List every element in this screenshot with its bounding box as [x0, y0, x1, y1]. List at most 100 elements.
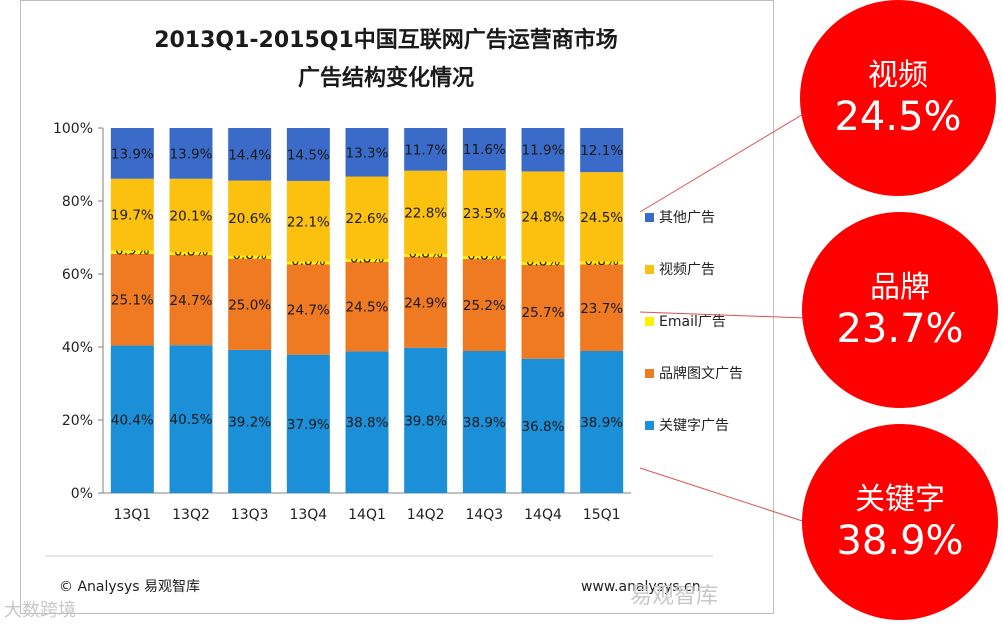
callout-brand-title: 品牌: [870, 270, 930, 305]
y-tick-label: 0%: [71, 486, 93, 502]
callout-brand: 品牌 23.7%: [802, 212, 998, 408]
watermark-bottom-left: 大数跨境: [4, 600, 76, 621]
legend-swatch: [645, 369, 654, 378]
y-tick-label: 20%: [62, 413, 93, 429]
legend-label: Email广告: [659, 314, 726, 330]
bar-segment: [286, 354, 330, 493]
legend-swatch: [645, 213, 654, 222]
bar-segment: [228, 258, 272, 350]
data-label: 13.9%: [170, 146, 213, 162]
data-label: 36.8%: [522, 419, 565, 435]
data-label: 40.5%: [170, 412, 213, 428]
bar-segment: [286, 180, 330, 262]
bar-segment: [404, 253, 448, 257]
x-tick-label: 14Q4: [524, 507, 562, 523]
bar-segment: [110, 250, 154, 254]
chart-title-line1: 2013Q1-2015Q1中国互联网广告运营商市场: [154, 27, 618, 53]
data-label: 13.9%: [111, 146, 154, 162]
data-label: 12.1%: [580, 143, 623, 159]
y-tick-label: 60%: [62, 267, 93, 283]
data-label: 24.5%: [580, 210, 623, 226]
x-tick-label: 13Q1: [113, 507, 151, 523]
data-label: 37.9%: [287, 417, 330, 433]
bar-segment: [580, 264, 624, 352]
bar-segment: [580, 261, 624, 265]
y-tick-label: 100%: [53, 121, 93, 137]
bar-segment: [521, 264, 565, 359]
legend-swatch: [645, 265, 654, 274]
bar-segment: [345, 351, 389, 493]
bar-segment: [521, 261, 565, 265]
bar-segment: [228, 128, 272, 181]
data-label: 25.0%: [228, 297, 271, 313]
data-label: 19.7%: [111, 208, 154, 224]
bar-segment: [110, 253, 154, 346]
data-label: 13.3%: [346, 145, 389, 161]
bar-segment: [462, 256, 506, 260]
data-label: 24.8%: [522, 210, 565, 226]
data-label: 23.7%: [580, 301, 623, 317]
data-label: 22.8%: [404, 205, 447, 221]
bar-segment: [169, 128, 213, 179]
legend-label: 品牌图文广告: [659, 365, 743, 382]
bar-segment: [169, 178, 213, 253]
callout-video: 视频 24.5%: [800, 0, 996, 196]
chart-title-line2: 广告结构变化情况: [298, 65, 474, 91]
bar-segment: [404, 256, 448, 348]
bar-segment: [521, 171, 565, 262]
legend-swatch: [645, 317, 654, 326]
bar-segment: [462, 351, 506, 493]
data-label: 11.6%: [463, 142, 506, 158]
legend-label: 其他广告: [659, 210, 715, 226]
data-label: 20.6%: [228, 211, 271, 227]
bar-segment: [462, 128, 506, 171]
bar-segment: [286, 128, 330, 181]
data-label: 38.9%: [463, 415, 506, 431]
x-tick-label: 13Q4: [289, 507, 327, 523]
bar-segment: [404, 347, 448, 493]
bar-segment: [580, 351, 624, 493]
data-label: 25.7%: [522, 305, 565, 321]
x-tick-label: 14Q1: [348, 507, 386, 523]
bar-segment: [228, 349, 272, 493]
x-tick-label: 14Q3: [465, 507, 503, 523]
x-tick-label: 14Q2: [407, 507, 445, 523]
data-label: 39.2%: [228, 414, 271, 430]
data-label: 38.9%: [580, 415, 623, 431]
chart-panel: 2013Q1-2015Q1中国互联网广告运营商市场 广告结构变化情况 0% 20%…: [20, 0, 774, 614]
legend-swatch: [645, 421, 654, 430]
data-label: 39.8%: [404, 413, 447, 429]
bar-segment: [580, 128, 624, 173]
callout-keyword-title: 关键字: [855, 482, 945, 517]
bar-segment: [345, 128, 389, 177]
callout-keyword-value: 38.9%: [836, 518, 964, 564]
bar-segment: [286, 261, 330, 265]
data-label: 25.2%: [463, 298, 506, 314]
y-tick-label: 40%: [62, 340, 93, 356]
x-tick-label: 13Q3: [231, 507, 269, 523]
bar-segment: [521, 358, 565, 493]
source-label: © Analysys 易观智库: [59, 579, 200, 595]
bar-segment: [228, 255, 272, 259]
callout-keyword: 关键字 38.9%: [802, 424, 998, 620]
y-tick-label: 80%: [62, 194, 93, 210]
data-label: 24.7%: [170, 293, 213, 309]
bar-segment: [228, 180, 272, 256]
data-label: 22.1%: [287, 214, 330, 230]
bar-segment: [286, 264, 330, 355]
bar-segment: [169, 252, 213, 256]
watermark-bottom-right: 易观智库: [630, 584, 719, 609]
bar-segment: [169, 255, 213, 346]
x-tick-label: 13Q2: [172, 507, 210, 523]
data-label: 22.6%: [346, 211, 389, 227]
callout-video-value: 24.5%: [834, 94, 962, 140]
callout-video-title: 视频: [868, 58, 928, 93]
x-tick-label: 15Q1: [583, 507, 621, 523]
data-label: 14.5%: [287, 147, 330, 163]
data-label: 14.4%: [228, 147, 271, 163]
data-label: 11.9%: [522, 143, 565, 159]
stacked-bar-chart: 2013Q1-2015Q1中国互联网广告运营商市场 广告结构变化情况 0% 20%…: [45, 27, 743, 595]
site-label: www.analysys.cn: [581, 579, 701, 595]
data-label: 11.7%: [404, 142, 447, 158]
bar-segment: [345, 176, 389, 260]
